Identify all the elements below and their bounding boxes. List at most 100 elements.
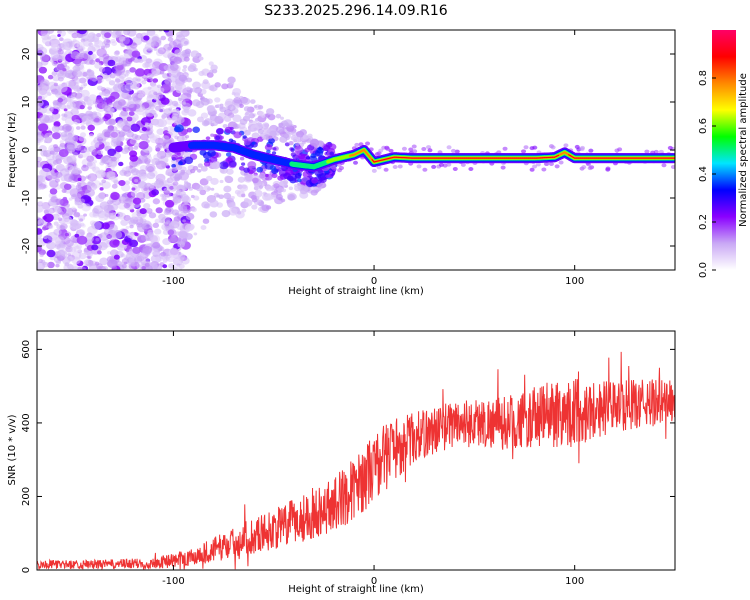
spectrogram-cell: [179, 231, 189, 239]
spectrogram-cell: [49, 178, 57, 185]
spectrogram-cell: [203, 120, 210, 126]
spectrogram-cell: [152, 78, 159, 83]
spectrogram-cell: [264, 193, 274, 201]
spectrogram-cell: [226, 168, 234, 175]
spectrogram-cell: [86, 182, 98, 192]
spectrogram-cell: [184, 223, 194, 232]
spectrogram-cell: [232, 114, 242, 123]
spectrogram-cell: [49, 150, 55, 155]
spectrogram-cell: [179, 30, 190, 37]
spectrogram-cell: [163, 191, 172, 198]
spectrogram-cell: [63, 183, 72, 190]
spectrogram-cell: [93, 205, 104, 214]
spectrogram-cell: [107, 224, 118, 233]
spectrogram-cell: [216, 194, 221, 198]
spectrogram-cell: [281, 167, 286, 171]
spectrogram-cell: [128, 165, 133, 169]
spectrogram-cell: [438, 162, 444, 167]
spectrogram-cell: [61, 123, 72, 133]
spectrogram-cell: [180, 191, 186, 196]
spectrogram-cell: [95, 237, 100, 242]
spectrogram-cell: [605, 166, 611, 171]
spectrogram-cell: [113, 62, 125, 72]
spectrogram-cell: [115, 145, 123, 153]
spectrogram-cell: [132, 197, 142, 205]
spectrogram-cell: [264, 144, 273, 151]
spectrogram-cell: [161, 194, 166, 198]
spectrogram-cell: [43, 132, 54, 141]
spectrogram-cell: [79, 77, 87, 84]
spectrogram-cell: [385, 146, 391, 151]
spectrogram-cell: [209, 199, 219, 208]
spectrogram-ridge: [168, 140, 675, 172]
spectrogram-cell: [96, 149, 104, 155]
spectrogram-cell: [183, 105, 190, 112]
spectrogram-cell: [127, 101, 136, 108]
spectrogram-cell: [62, 196, 68, 201]
spectrogram-cell: [96, 250, 102, 255]
spectrogram-cell: [125, 108, 130, 112]
spectrogram-cell: [174, 256, 180, 261]
spectrogram-cell: [275, 113, 282, 119]
spectrogram-cell: [200, 165, 208, 172]
spectrogram-cell: [63, 207, 74, 216]
spectrogram-cell: [228, 207, 238, 216]
spectrogram-cell: [365, 141, 371, 146]
spectrogram-cell: [171, 154, 178, 160]
spectrogram-cell: [263, 127, 271, 134]
spectrogram-cell: [454, 149, 460, 154]
spectrogram-cell: [110, 38, 116, 44]
spectrogram-cell: [46, 249, 56, 258]
spectrogram-cell: [97, 241, 108, 251]
spectrogram-cell: [167, 171, 174, 177]
spectrogram-cell: [143, 264, 153, 270]
spectrogram-cell: [298, 153, 306, 160]
spectrogram-cell: [257, 104, 264, 110]
spectrogram-cell: [65, 104, 71, 110]
spectrogram-cell: [108, 145, 112, 149]
spectrogram-cell: [138, 140, 149, 150]
spectrogram-cell: [37, 263, 43, 270]
spectrogram-cell: [183, 56, 190, 62]
spectrogram-cell: [416, 164, 422, 169]
spectrogram-cell: [148, 212, 157, 219]
spectrogram-cell: [162, 238, 171, 246]
spectrogram-cell: [124, 180, 131, 185]
spectrogram-cell: [133, 103, 141, 110]
spectrogram-cell: [100, 210, 107, 216]
spectrogram-cell: [219, 179, 224, 184]
spectrogram-cell: [99, 182, 103, 186]
spectrogram-cell: [500, 165, 506, 170]
spectrogram-cell: [162, 258, 168, 263]
spectrogram-cell: [107, 118, 116, 125]
spectrogram-cell: [294, 174, 302, 180]
snr-series-line: [37, 351, 675, 570]
spectrogram-cell: [177, 241, 185, 248]
spectrogram-cell: [548, 161, 554, 166]
spectrogram-cell: [661, 163, 667, 168]
spectrogram-cell: [215, 135, 221, 141]
spectrogram-cell: [201, 201, 210, 209]
spectrogram-cell: [44, 135, 49, 139]
spectrogram-cell: [149, 136, 159, 144]
spectrogram-cell: [153, 91, 158, 96]
spectrogram-cell: [123, 261, 128, 265]
spectrogram-cell: [151, 189, 160, 196]
spectrogram-cell: [192, 81, 202, 89]
spectrogram-cell: [126, 116, 133, 122]
spectrogram-cell: [256, 166, 264, 173]
spectrogram-cell: [182, 65, 188, 69]
spectrogram-cell: [51, 236, 62, 245]
spectrogram-cell: [56, 63, 65, 71]
spectrogram-cell: [200, 97, 210, 106]
spectrogram-cell: [183, 151, 192, 159]
spectrogram-cell: [219, 103, 224, 107]
spectrogram-cell: [120, 219, 129, 226]
spectrogram-cell: [250, 194, 257, 200]
spectrogram-cell: [52, 160, 59, 165]
spectrogram-cell: [535, 162, 541, 167]
spectrogram-cell: [185, 134, 190, 139]
spectrogram-cell: [243, 197, 250, 203]
